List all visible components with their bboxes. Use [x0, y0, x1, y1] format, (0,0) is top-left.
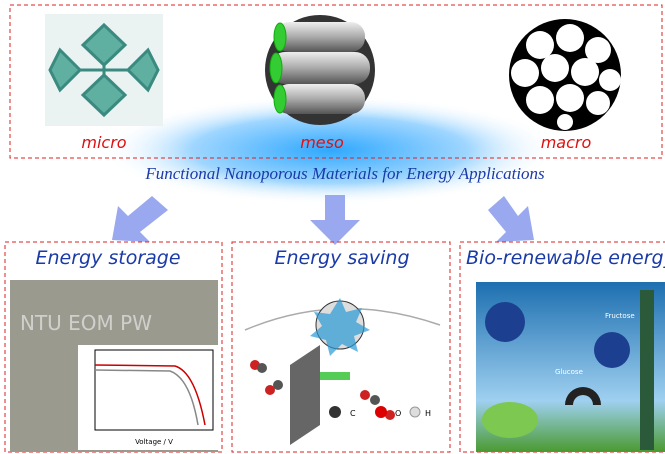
- top-box: [9, 4, 663, 159]
- framework: [48, 22, 160, 118]
- particle: [594, 332, 630, 368]
- tubes: [269, 22, 370, 114]
- curve: [94, 369, 199, 426]
- photo-text: NTU EOM PW: [20, 311, 152, 335]
- legend-text: C: [350, 409, 356, 418]
- particle: [485, 302, 525, 342]
- inset-chart: [78, 345, 218, 450]
- molecule-scene: [244, 298, 441, 445]
- glow: [100, 95, 560, 205]
- panel-title: Energy storage: [35, 247, 180, 269]
- magnet: [565, 387, 601, 405]
- bio-label: Fructose: [605, 312, 635, 320]
- arrows: [112, 195, 534, 245]
- x-label: Voltage / V: [135, 438, 173, 446]
- label: micro: [81, 133, 126, 152]
- panel-title: Bio-renewable energy: [466, 247, 665, 269]
- legend-text: O: [395, 409, 401, 418]
- bio-label: Glucose: [555, 368, 583, 376]
- bush: [482, 402, 538, 438]
- label: meso: [300, 133, 344, 152]
- curve: [94, 364, 206, 426]
- tower: [640, 290, 654, 450]
- legend-text: H: [425, 409, 431, 418]
- panel-title: Energy saving: [274, 247, 409, 269]
- pores: [511, 24, 621, 130]
- plot-frame: [94, 349, 214, 431]
- main-title: Functional Nanoporous Materials for Ener…: [144, 164, 545, 183]
- label: macro: [541, 133, 592, 152]
